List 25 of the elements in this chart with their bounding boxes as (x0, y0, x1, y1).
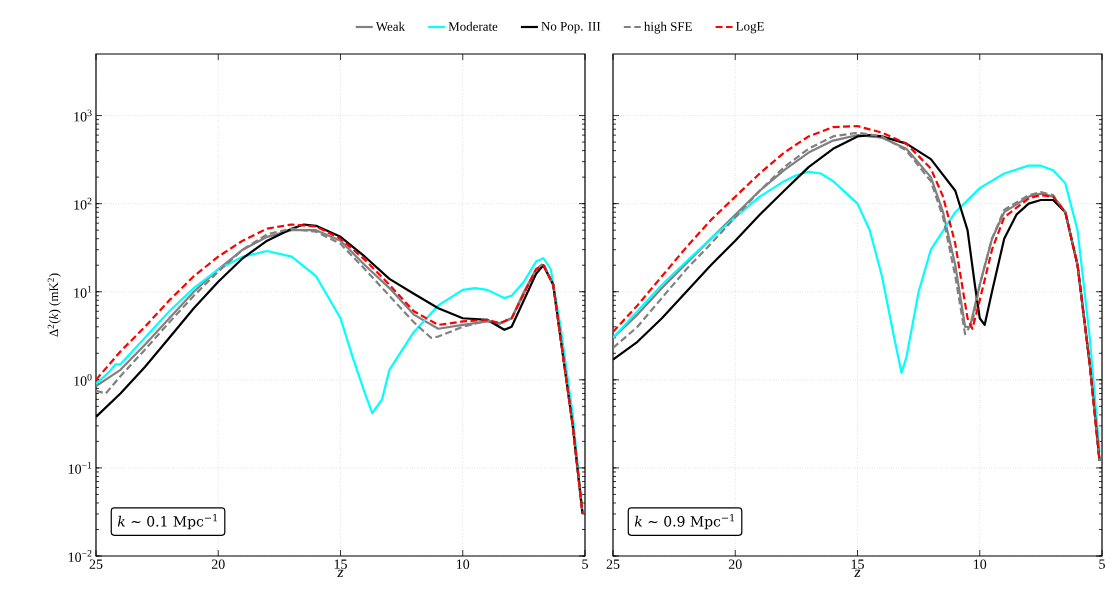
legend-label: Weak (375, 21, 406, 31)
x-tick-label: 5 (582, 559, 588, 569)
x-tick-label: 20 (728, 559, 742, 569)
y-tick-label: 10$^{3}$ (74, 109, 92, 122)
x-tick-label: 15 (851, 559, 864, 569)
x-tick-label: 10 (456, 559, 470, 569)
legend-label: No Pop. III (541, 22, 601, 34)
y-tick-label: 10$^{2}$ (74, 197, 92, 210)
legend-label: Moderate (448, 21, 498, 31)
x-tick-label: 15 (334, 559, 347, 569)
x-tick-label: 10 (974, 559, 987, 569)
x-tick-label: 25 (606, 559, 620, 569)
annotation: k ∼ 0.1 Mpc$^{−1}$ (117, 513, 217, 530)
legend-label: high SFE (644, 21, 692, 34)
x-axis-title: z (854, 569, 861, 578)
legend-label: LogE (736, 22, 764, 34)
x-tick-label: 5 (1099, 559, 1105, 569)
y-tick-label: 10$^{1}$ (74, 285, 92, 298)
y-tick-label: 10$^{−1}$ (68, 462, 92, 474)
x-axis-title: z (337, 569, 344, 578)
y-tick-label: 10$^{0}$ (74, 373, 92, 386)
x-tick-label: 20 (211, 559, 225, 569)
y-axis-title: Δ$^{2}$(k) (mK$^{2}$) (47, 273, 61, 337)
x-tick-label: 25 (89, 559, 103, 569)
annotation: k ∼ 0.9 Mpc$^{−1}$ (634, 513, 734, 530)
